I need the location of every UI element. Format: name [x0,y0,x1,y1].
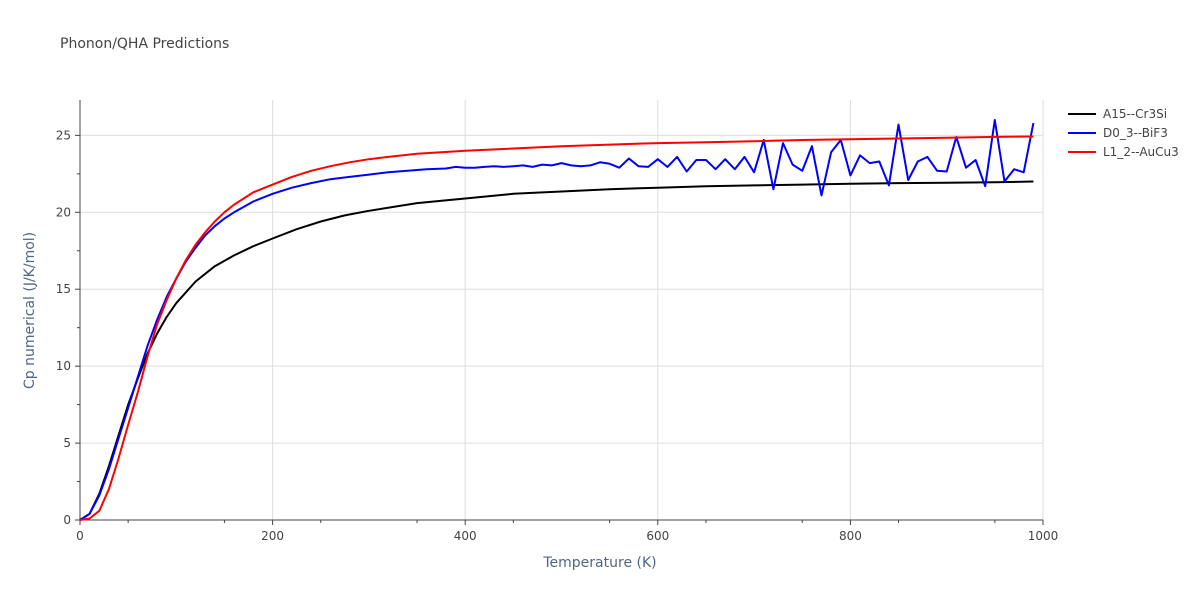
legend-swatch [1068,112,1096,115]
x-tick-label: 600 [646,529,669,543]
x-tick-label: 800 [839,529,862,543]
y-tick-label: 0 [63,513,71,527]
legend-swatch [1068,131,1096,134]
series-line-3 [79,135,1034,521]
x-tick-label: 1000 [1028,529,1059,543]
x-tick-label: 200 [261,529,284,543]
legend-item[interactable]: L1_2--AuCu3 [1068,142,1179,161]
legend-item[interactable]: D0_3--BiF3 [1068,123,1179,142]
y-axis-label: Cp numerical (J/K/mol) [22,231,38,389]
y-tick-label: 10 [56,359,71,373]
series-lines [79,119,1035,521]
legend-label: L1_2--AuCu3 [1103,144,1179,159]
x-tick-label: 0 [76,529,84,543]
legend[interactable]: A15--Cr3Si D0_3--BiF3 L1_2--AuCu3 [1068,104,1179,161]
y-tick-label: 15 [56,282,71,296]
axes [79,100,1043,521]
legend-item[interactable]: A15--Cr3Si [1068,104,1179,123]
y-tick-label: 25 [56,128,71,142]
tick-labels: 0 200 400 600 800 1000 0 5 10 15 20 25 [56,128,1059,543]
y-tick-label: 20 [56,205,71,219]
series-line-2 [79,119,1035,521]
grid-lines [80,100,1044,520]
y-tick-label: 5 [63,436,71,450]
legend-label: D0_3--BiF3 [1103,125,1168,140]
chart-title: Phonon/QHA Predictions [60,36,230,52]
legend-label: A15--Cr3Si [1103,106,1168,121]
legend-swatch [1068,150,1096,153]
x-axis-label: Temperature (K) [543,555,657,571]
x-tick-label: 400 [454,529,477,543]
series-line-1 [79,180,1034,521]
